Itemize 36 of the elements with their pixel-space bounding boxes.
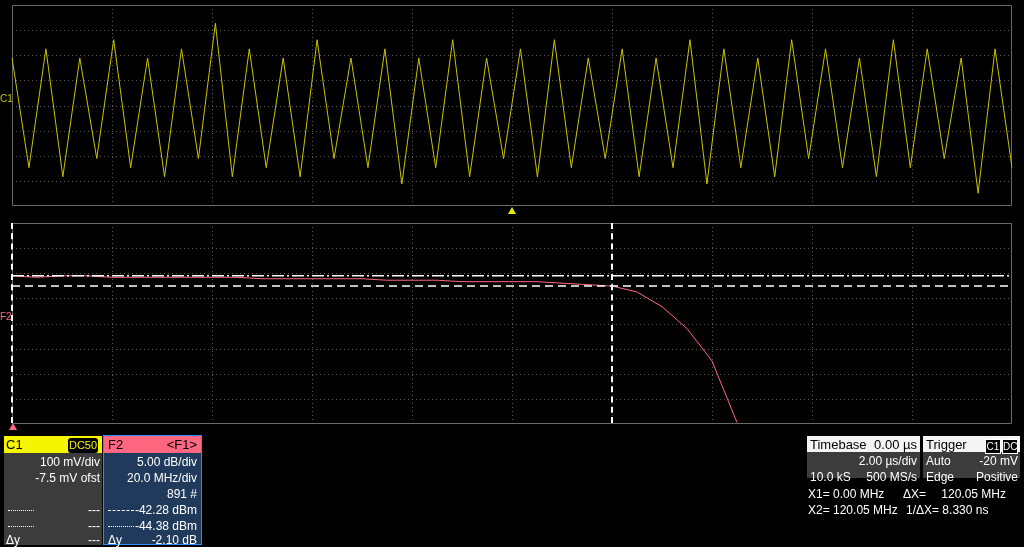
text: F2	[0, 311, 13, 323]
text: Timebase	[810, 437, 868, 452]
text: ---	[87, 503, 100, 518]
text: Δy	[6, 533, 21, 547]
text: ---	[87, 519, 100, 534]
text: <F1>	[166, 437, 197, 452]
text: ΔX=	[903, 487, 928, 502]
text: C1	[6, 437, 24, 452]
text: 10.0 kS	[810, 470, 852, 485]
text: C1	[985, 439, 1001, 454]
text: -44.38 dBm	[133, 519, 197, 534]
text: DC50	[68, 438, 98, 453]
text: DC	[1002, 439, 1018, 454]
text: 2.00 µs/div	[857, 454, 917, 469]
text: Trigger	[926, 437, 968, 452]
text: -7.5 mV ofst	[34, 471, 100, 486]
text: Edge	[926, 470, 956, 485]
text: X1= 0.00 MHz	[808, 487, 885, 501]
text: -20 mV	[979, 454, 1018, 468]
text: Δy	[108, 533, 123, 547]
text: 500 MS/s	[866, 470, 917, 484]
series-label: C1	[0, 93, 14, 105]
text: 0.00 µs	[874, 437, 917, 452]
text: 20.0 MHz/div	[125, 471, 197, 486]
text: F2	[108, 437, 125, 452]
text: 5.00 dB/div	[135, 455, 197, 470]
text: 100 mV/div	[38, 455, 100, 470]
text: -42.28 dBm	[133, 503, 197, 518]
text: X2= 120.05 MHz	[808, 503, 898, 517]
text: Positive	[975, 470, 1018, 484]
text: 120.05 MHz	[941, 487, 1006, 501]
text: 891 #	[165, 487, 197, 502]
text: -2.10 dB	[151, 533, 197, 547]
text: ---	[88, 533, 100, 547]
text: Auto	[926, 454, 952, 469]
text: 1/ΔX= 8.330 ns	[906, 503, 990, 518]
